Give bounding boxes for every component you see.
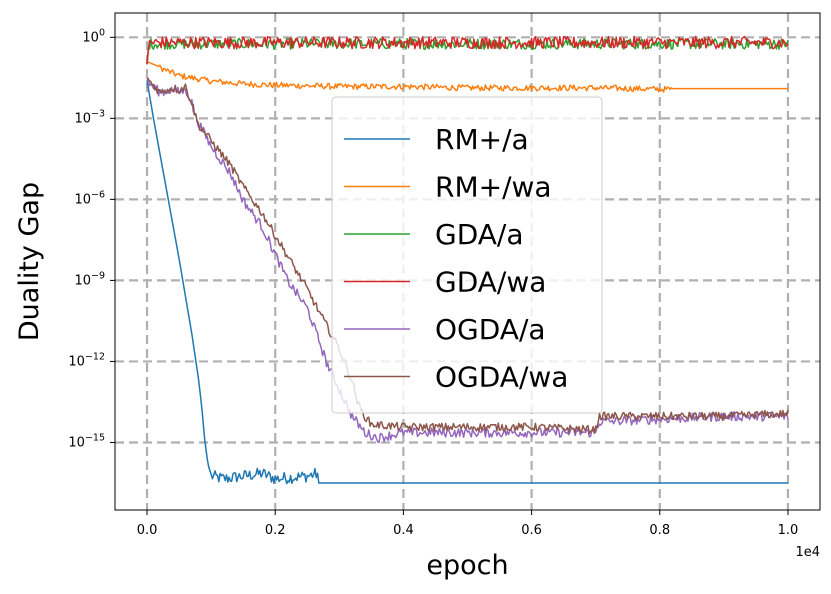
x-tick-label: 0.6 (521, 523, 542, 538)
x-tick-label: 1.0 (778, 523, 799, 538)
y-tick-label: 10−15 (68, 432, 105, 450)
legend-box (331, 96, 603, 414)
legend-label: OGDA/wa (435, 361, 568, 394)
legend-label: GDA/wa (435, 266, 546, 299)
tick-layer: 0.0 0.2 0.4 0.6 0.8 1.0 100 10−3 10−6 10−9 10−12 10… (68, 27, 798, 538)
legend-label: OGDA/a (435, 313, 546, 346)
legend: RM+/a RM+/wa GDA/a GDA/wa OGDA/a OGDA/wa (331, 96, 603, 414)
legend-label: RM+/a (435, 123, 529, 156)
legend-label: GDA/a (435, 218, 524, 251)
y-tick-label: 100 (82, 27, 105, 45)
y-tick-label: 10−12 (68, 351, 105, 369)
x-tick-label: 0.0 (137, 523, 158, 538)
series-line (146, 35, 789, 65)
series-line (146, 77, 789, 444)
y-tick-label: 10−3 (74, 108, 105, 126)
x-tick-label: 0.8 (649, 523, 670, 538)
y-tick-label: 10−6 (74, 189, 105, 207)
x-tick-label: 0.4 (393, 523, 414, 538)
x-axis-multiplier: 1e4 (795, 545, 820, 560)
series-line (146, 80, 788, 485)
x-axis-label: epoch (426, 550, 508, 581)
series-line (146, 77, 789, 435)
series-layer (146, 35, 789, 485)
y-tick-label: 10−9 (74, 270, 105, 288)
series-line (146, 60, 788, 93)
y-axis-label: Duality Gap (14, 182, 45, 341)
legend-label: RM+/wa (435, 171, 552, 204)
x-tick-label: 0.2 (265, 523, 286, 538)
plot-frame (114, 12, 821, 511)
